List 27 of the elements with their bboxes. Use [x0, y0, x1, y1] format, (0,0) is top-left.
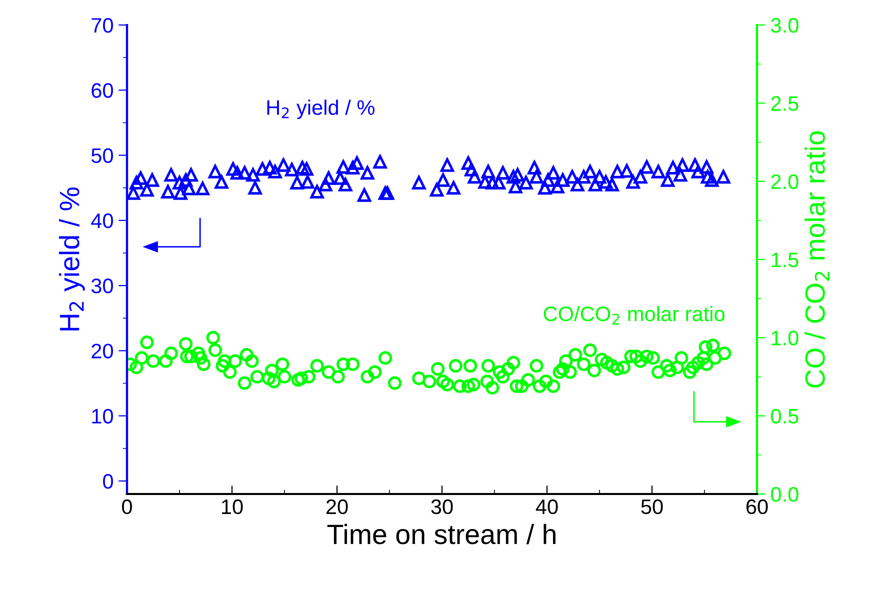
- x-tick-label: 30: [431, 499, 453, 514]
- series-label: CO/CO$_{2}$ molar ratio: [544, 306, 724, 324]
- x-tick-label: 10: [222, 499, 243, 514]
- y2-tick-label: 1.0: [772, 330, 798, 346]
- y2-tick-label: 2.5: [771, 96, 798, 111]
- x-tick-label: 20: [326, 499, 348, 514]
- y2-tick-label: 1.5: [772, 252, 798, 268]
- y-tick-label: 50: [91, 148, 113, 164]
- y-axis-title: H$_{2}$ yield / %: [58, 188, 85, 330]
- y-tick-label: 70: [92, 18, 113, 33]
- y-tick-label: 40: [91, 213, 113, 228]
- y2-axis-title: CO / CO$_{2}$ molar ratio: [804, 131, 830, 388]
- x-tick-label: 50: [641, 499, 663, 514]
- y-tick-label: 20: [92, 344, 113, 358]
- y2-tick-label: 3.0: [770, 18, 798, 33]
- y-tick-label: 0: [103, 474, 113, 489]
- x-tick-label: 40: [536, 499, 558, 514]
- y2-tick-label: 0.5: [771, 408, 798, 424]
- y-tick-label: 30: [91, 278, 113, 294]
- y-tick-label: 60: [92, 83, 113, 98]
- series-label: H$_{2}$ yield / %: [267, 100, 374, 120]
- y-tick-label: 10: [92, 408, 113, 424]
- y2-tick-label: 0.0: [771, 487, 798, 502]
- y2-tick-label: 2.0: [771, 174, 798, 190]
- x-tick-label: 60: [746, 499, 768, 514]
- x-axis-title: Time on stream / h: [327, 524, 556, 544]
- x-tick-label: 0: [122, 499, 132, 514]
